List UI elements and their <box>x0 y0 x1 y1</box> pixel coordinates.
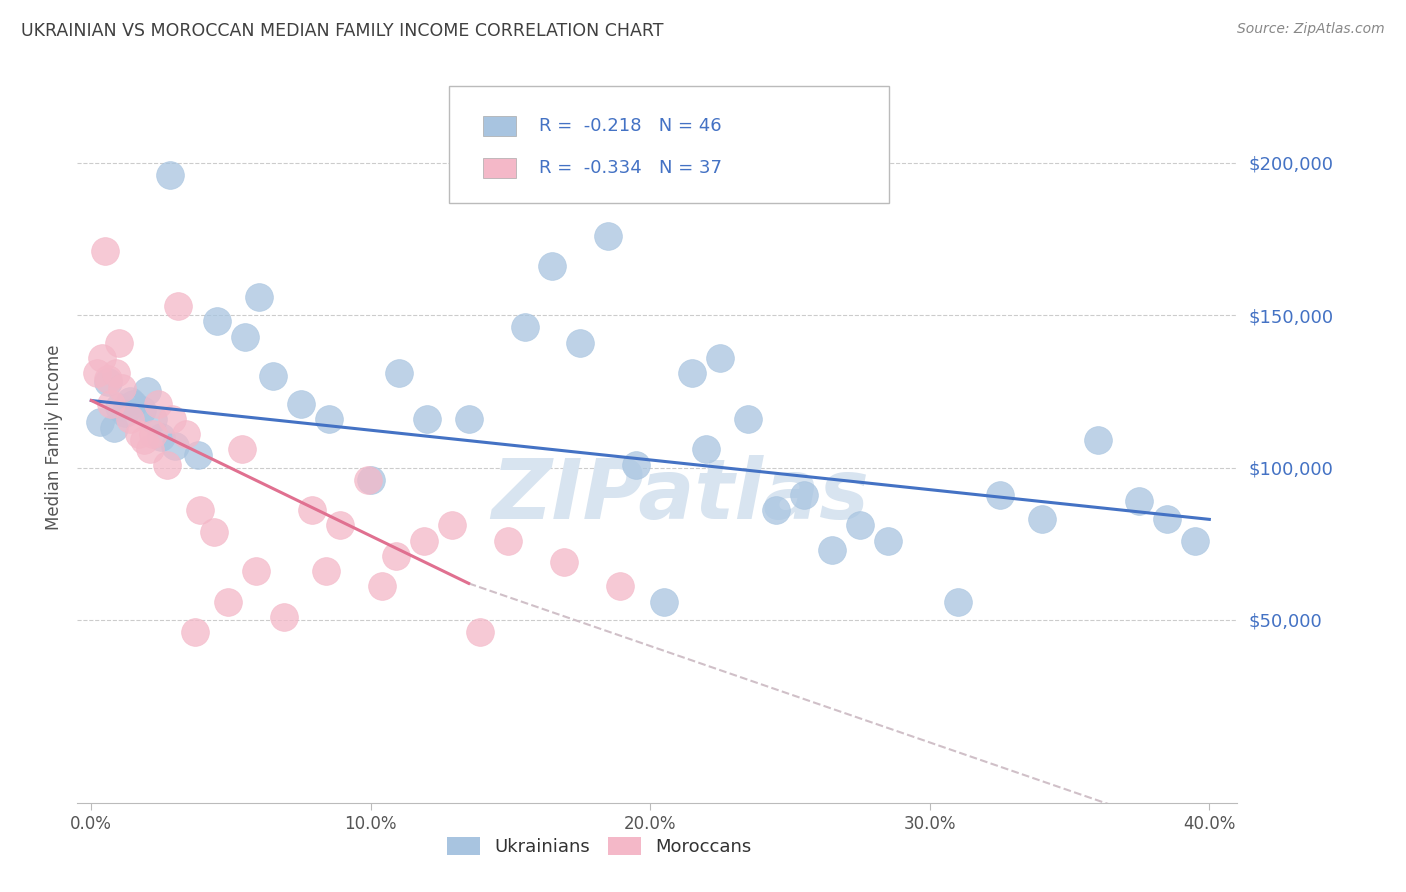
Point <box>91 351 114 365</box>
Point <box>245 564 267 578</box>
Point <box>131 402 153 417</box>
Point <box>122 396 145 410</box>
Point <box>136 384 159 399</box>
Point <box>188 503 211 517</box>
Text: ZIPatlas: ZIPatlas <box>492 455 869 536</box>
Point <box>103 421 125 435</box>
Point <box>159 168 181 182</box>
Point <box>695 442 717 457</box>
Point <box>97 372 120 386</box>
Point <box>247 290 270 304</box>
Point <box>793 488 815 502</box>
Point <box>609 579 631 593</box>
Point <box>108 335 131 350</box>
Point <box>100 396 122 410</box>
Bar <box>484 116 516 136</box>
Point <box>1128 494 1150 508</box>
Point <box>496 533 519 548</box>
Point <box>186 448 208 462</box>
Point <box>86 366 108 380</box>
Point <box>262 369 284 384</box>
Point <box>765 503 787 517</box>
Point <box>165 439 187 453</box>
Point <box>413 533 436 548</box>
Point <box>1031 512 1053 526</box>
Point <box>388 366 411 380</box>
Point <box>553 555 575 569</box>
Point <box>97 375 120 389</box>
Point <box>148 396 170 410</box>
Point <box>89 415 111 429</box>
Point <box>233 329 256 343</box>
Point <box>598 228 620 243</box>
Point <box>315 564 337 578</box>
Point <box>108 400 131 414</box>
FancyBboxPatch shape <box>449 86 890 203</box>
Point <box>357 473 380 487</box>
Point <box>120 412 142 426</box>
Point <box>167 299 190 313</box>
Y-axis label: Median Family Income: Median Family Income <box>45 344 63 530</box>
Point <box>371 579 394 593</box>
Point <box>142 412 165 426</box>
Point <box>156 458 179 472</box>
Point <box>94 244 117 259</box>
Point <box>318 412 340 426</box>
Point <box>301 503 323 517</box>
Point <box>513 320 536 334</box>
Point <box>652 594 675 608</box>
Point <box>114 406 136 420</box>
Point <box>468 625 491 640</box>
Point <box>626 458 648 472</box>
Point <box>162 412 184 426</box>
Point <box>142 427 165 442</box>
Point <box>849 518 872 533</box>
Point <box>273 610 295 624</box>
Point <box>290 396 312 410</box>
Point <box>205 314 228 328</box>
Point <box>139 442 162 457</box>
Text: UKRAINIAN VS MOROCCAN MEDIAN FAMILY INCOME CORRELATION CHART: UKRAINIAN VS MOROCCAN MEDIAN FAMILY INCO… <box>21 22 664 40</box>
Point <box>1087 433 1109 447</box>
Point <box>120 393 142 408</box>
Point <box>111 381 134 395</box>
Text: R =  -0.218   N = 46: R = -0.218 N = 46 <box>538 117 721 136</box>
Point <box>231 442 253 457</box>
Point <box>415 412 437 426</box>
Bar <box>484 158 516 178</box>
Point <box>877 533 900 548</box>
Text: R =  -0.334   N = 37: R = -0.334 N = 37 <box>538 159 723 177</box>
Point <box>569 335 592 350</box>
Point <box>541 260 564 274</box>
Point <box>202 524 225 539</box>
Point <box>217 594 239 608</box>
Point <box>737 412 759 426</box>
Point <box>440 518 463 533</box>
Point <box>134 433 156 447</box>
Point <box>1156 512 1178 526</box>
Point <box>457 412 479 426</box>
Point <box>681 366 703 380</box>
Text: Source: ZipAtlas.com: Source: ZipAtlas.com <box>1237 22 1385 37</box>
Point <box>988 488 1011 502</box>
Point <box>150 430 173 444</box>
Legend: Ukrainians, Moroccans: Ukrainians, Moroccans <box>440 830 758 863</box>
Point <box>176 427 198 442</box>
Point <box>128 427 150 442</box>
Point <box>360 473 382 487</box>
Point <box>1184 533 1206 548</box>
Point <box>821 542 844 557</box>
Point <box>105 366 128 380</box>
Point <box>709 351 731 365</box>
Point <box>946 594 969 608</box>
Point <box>183 625 205 640</box>
Point <box>329 518 352 533</box>
Point <box>385 549 408 563</box>
